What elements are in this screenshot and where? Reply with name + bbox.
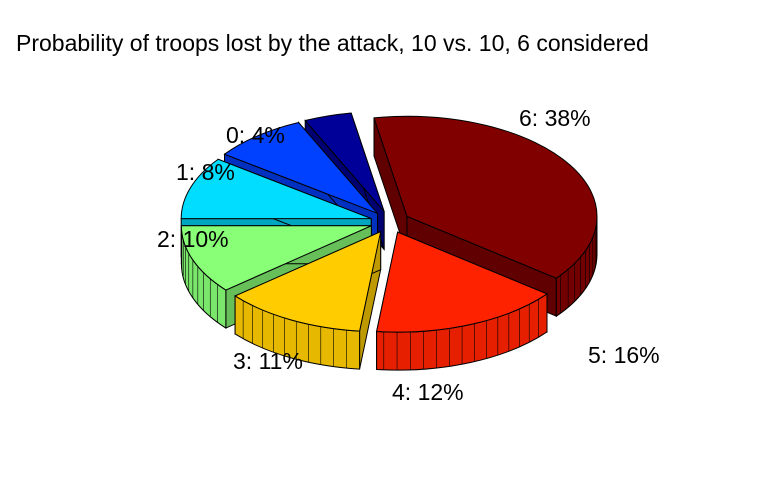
slice-label-4: 4: 12%	[392, 379, 464, 405]
chart-title: Probability of troops lost by the attack…	[16, 30, 649, 56]
slice-label-1: 1: 8%	[176, 159, 235, 185]
slice-0-top	[304, 112, 385, 212]
slice-1-top	[223, 121, 378, 214]
slice-label-5: 5: 16%	[588, 342, 660, 368]
slice-label-2: 2: 10%	[157, 226, 229, 252]
slice-4	[234, 230, 382, 370]
slice-label-3: 3: 11%	[233, 348, 303, 374]
slice-3-top	[180, 225, 372, 291]
slice-2-top	[180, 158, 372, 220]
slice-label-6: 6: 38%	[519, 105, 591, 131]
slice-6-top	[373, 115, 598, 279]
slice-label-0: 0: 4%	[226, 122, 285, 148]
slice-5-top	[375, 231, 549, 333]
slice-4-top	[234, 230, 382, 332]
slice-5	[375, 231, 549, 371]
